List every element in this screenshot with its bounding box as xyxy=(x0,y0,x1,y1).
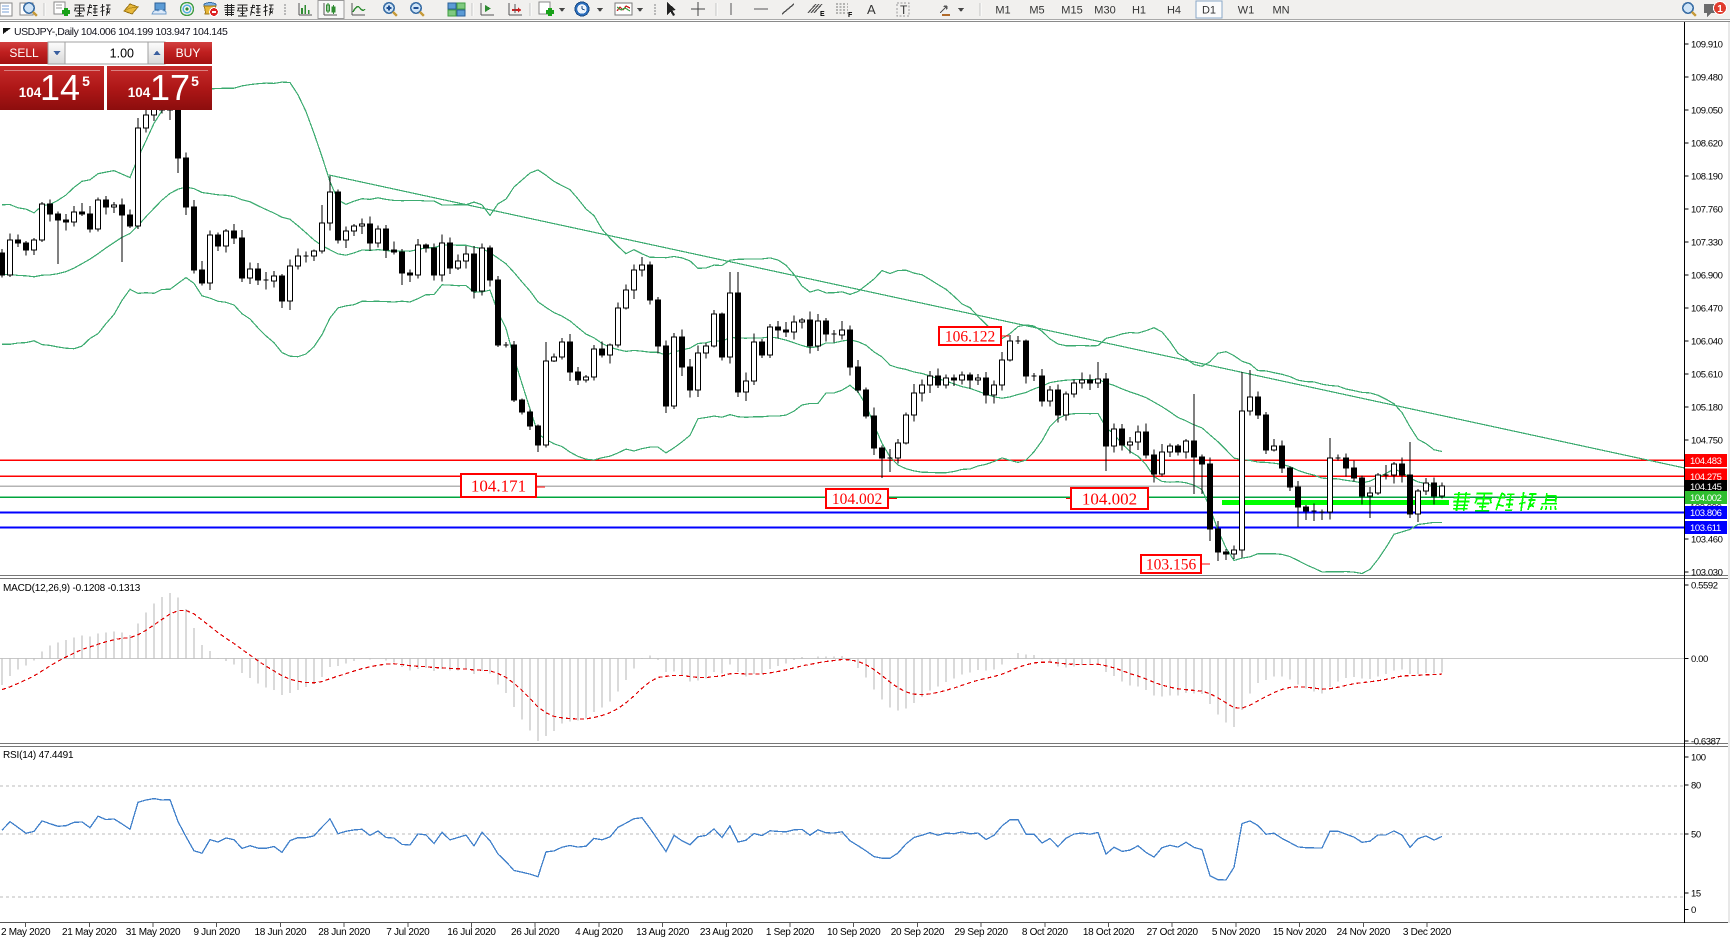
svg-text:1 Sep 2020: 1 Sep 2020 xyxy=(766,927,815,938)
svg-text:106.470: 106.470 xyxy=(1691,304,1723,315)
svg-text:104.002: 104.002 xyxy=(1082,490,1137,509)
svg-text:H4: H4 xyxy=(1167,5,1181,17)
svg-text:106.040: 106.040 xyxy=(1691,336,1723,347)
svg-text:BUY: BUY xyxy=(176,46,201,60)
svg-text:107.760: 107.760 xyxy=(1691,205,1723,216)
svg-text:104.275: 104.275 xyxy=(1690,472,1722,483)
svg-text:RSI(14) 47.4491: RSI(14) 47.4491 xyxy=(3,750,74,761)
svg-text:10 Sep 2020: 10 Sep 2020 xyxy=(827,927,881,938)
svg-text:107.330: 107.330 xyxy=(1691,238,1723,249)
svg-text:5: 5 xyxy=(191,73,199,89)
svg-text:29 Sep 2020: 29 Sep 2020 xyxy=(954,927,1008,938)
svg-text:1: 1 xyxy=(1717,4,1723,15)
svg-text:-0.6387: -0.6387 xyxy=(1691,737,1721,748)
svg-text:18 Jun 2020: 18 Jun 2020 xyxy=(255,927,307,938)
svg-text:T: T xyxy=(900,3,908,17)
svg-text:24 Nov 2020: 24 Nov 2020 xyxy=(1337,927,1391,938)
svg-text:106.122: 106.122 xyxy=(945,329,995,346)
svg-text:15: 15 xyxy=(1691,889,1701,900)
svg-text:109.050: 109.050 xyxy=(1691,106,1723,117)
svg-text:27 Oct 2020: 27 Oct 2020 xyxy=(1147,927,1199,938)
svg-text:0: 0 xyxy=(1691,905,1696,916)
svg-text:108.620: 108.620 xyxy=(1691,139,1723,150)
svg-text:M15: M15 xyxy=(1061,5,1082,17)
svg-text:103.460: 103.460 xyxy=(1691,534,1723,545)
svg-text:31 May 2020: 31 May 2020 xyxy=(126,927,181,938)
svg-text:16 Jul 2020: 16 Jul 2020 xyxy=(447,927,496,938)
svg-text:9 Jun 2020: 9 Jun 2020 xyxy=(193,927,240,938)
svg-text:104.171: 104.171 xyxy=(471,477,526,496)
svg-text:105.180: 105.180 xyxy=(1691,402,1723,413)
svg-text:104: 104 xyxy=(128,85,151,100)
svg-text:M5: M5 xyxy=(1029,5,1044,17)
svg-text:104.750: 104.750 xyxy=(1691,435,1723,446)
svg-text:14: 14 xyxy=(40,67,80,108)
svg-text:103.156: 103.156 xyxy=(1146,557,1197,574)
svg-text:109.480: 109.480 xyxy=(1691,73,1723,84)
svg-text:18 Oct 2020: 18 Oct 2020 xyxy=(1083,927,1135,938)
svg-text:80: 80 xyxy=(1691,781,1701,792)
svg-text:8 Oct 2020: 8 Oct 2020 xyxy=(1022,927,1069,938)
svg-text:105.610: 105.610 xyxy=(1691,369,1723,380)
svg-text:104.483: 104.483 xyxy=(1690,456,1722,467)
svg-text:3 Dec 2020: 3 Dec 2020 xyxy=(1403,927,1452,938)
svg-text:F: F xyxy=(848,12,853,19)
svg-text:H1: H1 xyxy=(1132,5,1146,17)
svg-text:20 Sep 2020: 20 Sep 2020 xyxy=(891,927,945,938)
svg-text:0.00: 0.00 xyxy=(1691,654,1708,665)
svg-text:23 Aug 2020: 23 Aug 2020 xyxy=(700,927,754,938)
svg-text:104.002: 104.002 xyxy=(832,491,882,508)
svg-text:USDJPY-,Daily 104.006 104.199: USDJPY-,Daily 104.006 104.199 103.947 10… xyxy=(14,26,228,38)
svg-text:26 Jul 2020: 26 Jul 2020 xyxy=(511,927,560,938)
svg-text:M1: M1 xyxy=(995,5,1010,17)
svg-text:1.00: 1.00 xyxy=(110,47,134,61)
svg-text:5: 5 xyxy=(82,73,90,89)
svg-text:7 Jul 2020: 7 Jul 2020 xyxy=(386,927,430,938)
svg-text:100: 100 xyxy=(1691,753,1706,764)
svg-text:15 Nov 2020: 15 Nov 2020 xyxy=(1273,927,1327,938)
svg-text:106.900: 106.900 xyxy=(1691,271,1723,282)
svg-text:W1: W1 xyxy=(1238,5,1255,17)
svg-text:28 Jun 2020: 28 Jun 2020 xyxy=(318,927,370,938)
svg-text:A: A xyxy=(867,2,876,17)
svg-text:13 Aug 2020: 13 Aug 2020 xyxy=(636,927,690,938)
svg-text:103.611: 103.611 xyxy=(1690,523,1721,534)
svg-text:5 Nov 2020: 5 Nov 2020 xyxy=(1212,927,1261,938)
svg-text:D1: D1 xyxy=(1202,5,1216,17)
svg-text:109.910: 109.910 xyxy=(1691,40,1723,51)
svg-text:MN: MN xyxy=(1272,5,1289,17)
svg-text:50: 50 xyxy=(1691,830,1701,841)
svg-text:103.030: 103.030 xyxy=(1691,567,1723,578)
svg-text:104.002: 104.002 xyxy=(1690,493,1722,504)
svg-text:M30: M30 xyxy=(1094,5,1115,17)
svg-text:SELL: SELL xyxy=(9,46,39,60)
svg-text:MACD(12,26,9) -0.1208 -0.1313: MACD(12,26,9) -0.1208 -0.1313 xyxy=(3,583,141,594)
svg-text:104: 104 xyxy=(19,85,42,100)
svg-text:E: E xyxy=(820,11,825,18)
svg-text:21 May 2020: 21 May 2020 xyxy=(62,927,117,938)
svg-text:103.806: 103.806 xyxy=(1690,508,1722,519)
svg-text:108.190: 108.190 xyxy=(1691,172,1723,183)
svg-text:2 May 2020: 2 May 2020 xyxy=(1,927,51,938)
svg-text:17: 17 xyxy=(150,67,190,108)
svg-text:0.5592: 0.5592 xyxy=(1691,581,1718,592)
svg-text:4 Aug 2020: 4 Aug 2020 xyxy=(575,927,623,938)
svg-text:104.145: 104.145 xyxy=(1690,482,1722,493)
